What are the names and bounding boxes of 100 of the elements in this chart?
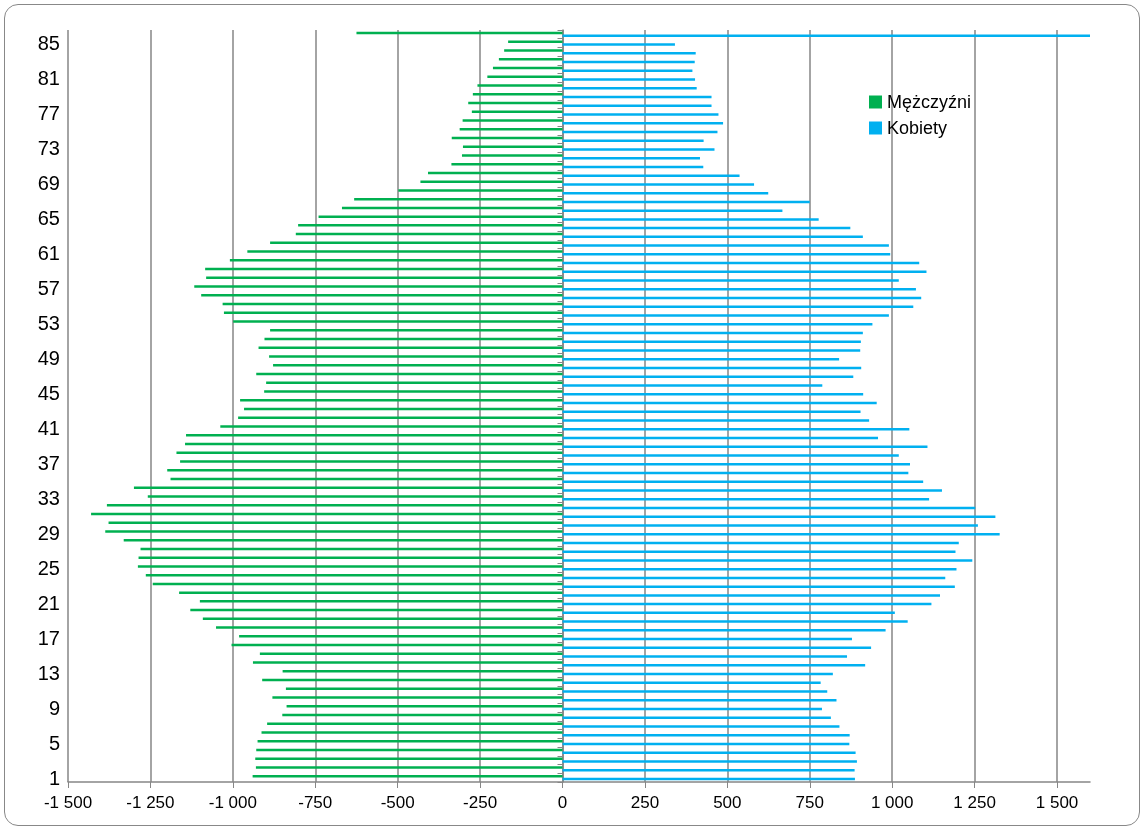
- y-tick-label: 17: [37, 626, 60, 649]
- y-tick-label: 41: [37, 416, 60, 439]
- bar: [562, 410, 861, 413]
- y-tick-label: 65: [37, 207, 60, 229]
- y-tick-label: 69: [37, 172, 60, 195]
- bar: [180, 460, 563, 463]
- bar: [264, 390, 563, 393]
- bar: [562, 559, 973, 562]
- bar: [137, 565, 563, 568]
- y-tick-label: 13: [37, 661, 60, 684]
- x-tick-label: -1 250: [126, 793, 175, 812]
- bar: [562, 314, 889, 317]
- bar: [562, 209, 783, 212]
- y-tick-label: 53: [37, 311, 60, 334]
- bar: [562, 480, 924, 483]
- bar: [562, 349, 861, 352]
- bar: [562, 515, 996, 518]
- bar: [240, 399, 563, 402]
- bar: [255, 766, 563, 769]
- x-tick-label: -1 500: [43, 793, 93, 812]
- bar: [562, 760, 857, 763]
- bar: [238, 416, 563, 419]
- bar: [257, 740, 563, 743]
- bar: [282, 670, 563, 673]
- y-tick-label: 49: [37, 346, 60, 369]
- x-tick-label: 750: [795, 793, 824, 812]
- y-tick-label: 61: [37, 241, 60, 264]
- bar: [239, 635, 563, 638]
- bar: [562, 148, 715, 151]
- bar: [261, 731, 563, 734]
- bar: [216, 626, 563, 629]
- bar: [273, 364, 563, 367]
- bar: [252, 661, 563, 664]
- bar: [420, 180, 563, 183]
- bar: [272, 696, 563, 699]
- bar: [286, 705, 563, 708]
- x-tick-label: 1 000: [870, 793, 914, 812]
- bar: [562, 734, 850, 737]
- bar: [562, 34, 1090, 37]
- x-tick-label: 500: [713, 793, 742, 812]
- bar: [194, 285, 563, 288]
- x-tick-label: -1 000: [208, 793, 257, 812]
- bar: [562, 725, 840, 728]
- x-tick-label: -750: [298, 793, 333, 812]
- bar: [147, 495, 563, 498]
- bar: [220, 425, 563, 428]
- bar: [229, 259, 563, 262]
- bar: [270, 329, 563, 332]
- bar: [562, 524, 978, 527]
- bar: [562, 629, 886, 632]
- bar: [562, 218, 819, 221]
- y-tick-label: 25: [37, 556, 60, 579]
- bar: [133, 486, 563, 489]
- x-tick-label: -500: [380, 793, 415, 812]
- bar: [233, 320, 563, 323]
- x-tick-label: -250: [463, 793, 498, 812]
- bar: [179, 591, 563, 594]
- bar: [562, 664, 866, 667]
- bar: [562, 323, 873, 326]
- bar: [562, 445, 928, 448]
- bar: [562, 655, 848, 658]
- bar: [471, 110, 563, 113]
- bar: [562, 43, 675, 46]
- y-tick-label: 5: [48, 731, 60, 754]
- bar: [318, 215, 563, 218]
- bar: [398, 189, 563, 192]
- bar: [562, 183, 755, 186]
- y-tick-label: 1: [48, 766, 60, 789]
- bar: [562, 279, 899, 282]
- bar: [562, 419, 870, 422]
- bar: [562, 253, 891, 256]
- y-tick-label: 81: [37, 67, 60, 90]
- bar: [562, 699, 837, 702]
- x-tick-label: 1 250: [953, 793, 996, 812]
- y-tick-label: 37: [37, 451, 60, 474]
- bar: [562, 104, 712, 107]
- bar: [562, 139, 704, 142]
- bar: [562, 690, 828, 693]
- y-tick-label: 73: [37, 137, 60, 160]
- y-tick-label: 45: [37, 381, 60, 404]
- bar: [247, 250, 563, 253]
- x-tick-label: 250: [630, 793, 660, 812]
- bar: [562, 69, 693, 72]
- bar: [504, 49, 563, 52]
- bar: [252, 775, 563, 778]
- y-tick-label: 57: [37, 276, 60, 299]
- bar: [199, 600, 563, 603]
- bar: [562, 620, 908, 623]
- bar: [487, 75, 563, 78]
- y-tick-label: 29: [37, 521, 60, 544]
- bar: [176, 451, 563, 454]
- y-tick-label: 85: [37, 32, 60, 55]
- bar: [138, 556, 563, 559]
- bar: [562, 769, 855, 772]
- bar: [108, 521, 563, 524]
- bar: [105, 530, 563, 533]
- bar: [298, 224, 563, 227]
- bar: [462, 145, 563, 148]
- bar: [562, 454, 899, 457]
- bar: [562, 244, 889, 247]
